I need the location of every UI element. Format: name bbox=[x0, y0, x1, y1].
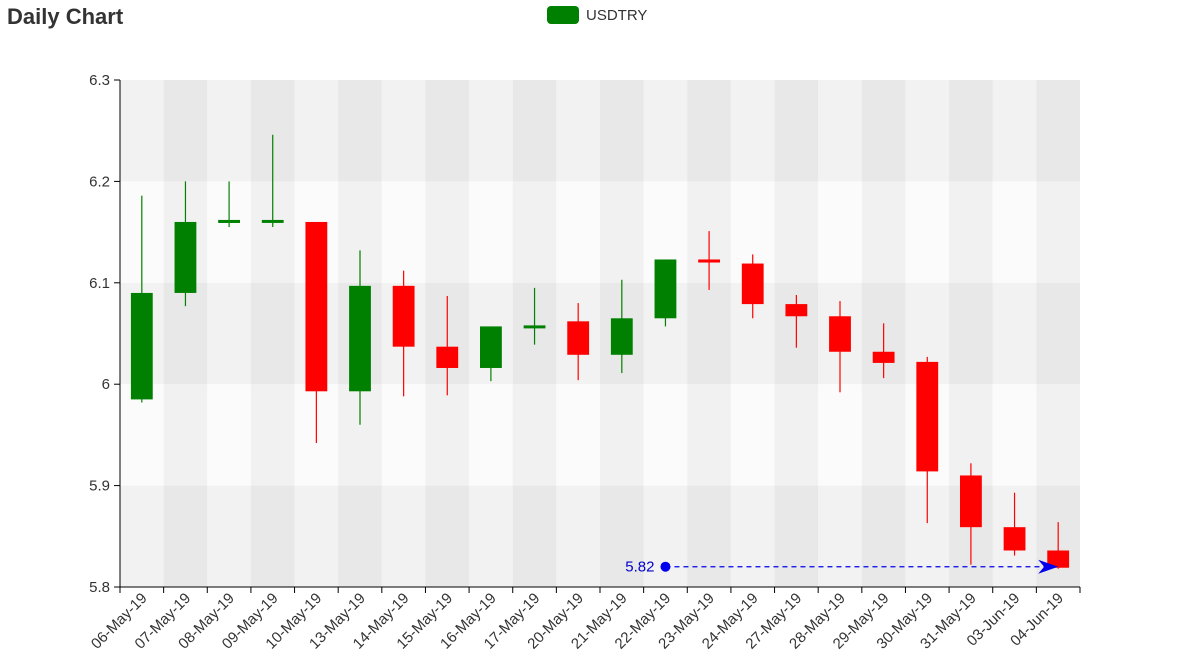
candle-body bbox=[872, 351, 895, 363]
candle-body bbox=[174, 221, 197, 293]
candle-body bbox=[130, 292, 153, 400]
candle-21-May-19 bbox=[610, 279, 633, 374]
column-band bbox=[687, 80, 731, 587]
candle-03-Jun-19 bbox=[1003, 492, 1026, 556]
candle-body bbox=[785, 304, 808, 317]
row-band bbox=[120, 80, 1080, 181]
column-band bbox=[163, 80, 208, 587]
candle-14-May-19 bbox=[392, 270, 415, 397]
candle-16-May-19 bbox=[480, 326, 502, 382]
legend-label-usdtry: USDTRY bbox=[586, 6, 648, 24]
candle-31-May-19 bbox=[960, 463, 982, 565]
candle-body bbox=[218, 219, 240, 223]
candle-body bbox=[523, 325, 546, 329]
candle-09-May-19 bbox=[261, 134, 284, 228]
candle-17-May-19 bbox=[523, 287, 546, 345]
candle-07-May-19 bbox=[174, 181, 197, 307]
candle-15-May-19 bbox=[436, 295, 459, 396]
legend-swatch-usdtry bbox=[547, 6, 579, 24]
candle-10-May-19 bbox=[305, 221, 328, 444]
candle-20-May-19 bbox=[567, 303, 590, 381]
candle-08-May-19 bbox=[218, 181, 240, 228]
candle-body bbox=[960, 475, 982, 528]
y-tick-label: 6 bbox=[102, 376, 110, 393]
candle-body bbox=[305, 221, 328, 392]
candle-body bbox=[261, 219, 284, 223]
candle-13-May-19 bbox=[349, 250, 371, 425]
candle-30-May-19 bbox=[916, 356, 939, 524]
candle-body bbox=[392, 285, 415, 347]
candle-28-May-19 bbox=[829, 301, 851, 393]
y-tick-label: 6.2 bbox=[89, 173, 110, 190]
annotation-dot bbox=[660, 561, 671, 572]
price-annotation: 5.82 bbox=[625, 559, 1059, 576]
candle-24-May-19 bbox=[741, 254, 764, 319]
candle-06-May-19 bbox=[130, 195, 153, 403]
column-band bbox=[643, 80, 688, 587]
candle-body bbox=[610, 318, 633, 355]
column-band bbox=[1036, 80, 1080, 587]
column-band bbox=[207, 80, 251, 587]
candle-body bbox=[916, 361, 939, 472]
chart-title: Daily Chart bbox=[7, 4, 124, 29]
y-tick-label: 6.3 bbox=[89, 72, 110, 89]
legend[interactable]: USDTRY bbox=[547, 6, 647, 24]
candle-body bbox=[829, 316, 851, 352]
candle-body bbox=[480, 326, 502, 368]
candle-22-May-19 bbox=[654, 259, 677, 327]
annotation-label: 5.82 bbox=[625, 559, 654, 576]
candle-27-May-19 bbox=[785, 294, 808, 348]
row-band bbox=[120, 486, 1080, 587]
candle-body bbox=[567, 321, 590, 355]
annotation-arrowhead bbox=[1038, 559, 1059, 574]
candle-body bbox=[698, 259, 720, 263]
candle-body bbox=[654, 259, 677, 319]
candle-04-Jun-19 bbox=[1047, 522, 1070, 569]
candle-body bbox=[741, 263, 764, 305]
candle-body bbox=[349, 285, 371, 392]
y-tick-label: 5.8 bbox=[89, 579, 110, 596]
plot-background-bands bbox=[120, 80, 1080, 587]
candle-23-May-19 bbox=[698, 231, 720, 290]
candle-body bbox=[436, 346, 459, 368]
y-tick-label: 6.1 bbox=[89, 275, 110, 292]
candle-body bbox=[1003, 527, 1026, 551]
candles-group bbox=[130, 134, 1070, 569]
y-tick-label: 5.9 bbox=[89, 478, 110, 495]
candle-29-May-19 bbox=[872, 323, 895, 379]
candle-body bbox=[1047, 550, 1070, 568]
column-band bbox=[730, 80, 775, 587]
